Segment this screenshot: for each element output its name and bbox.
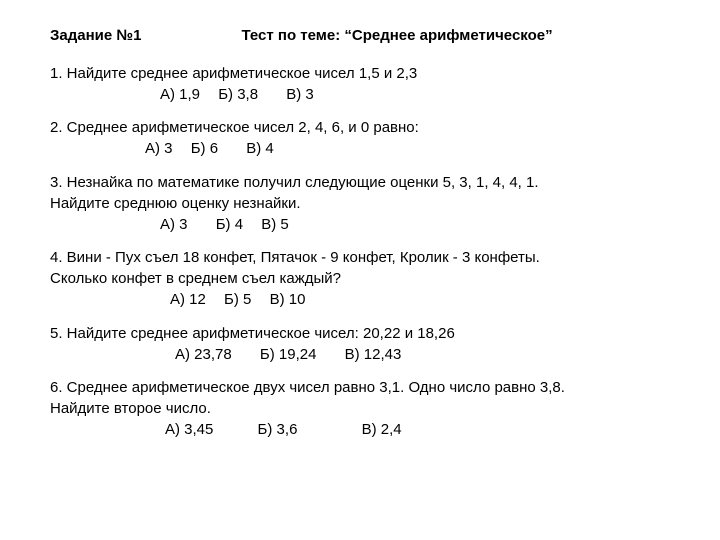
q2-answers: А) 3 Б) 6 В) 4: [50, 139, 670, 159]
q1-opt-c: В) 3: [286, 86, 314, 103]
q6-opt-b: Б) 3,6: [258, 421, 358, 438]
q5-opt-a: А) 23,78: [175, 346, 256, 363]
q5-opt-c: В) 12,43: [345, 346, 402, 363]
q3-answers: А) 3 Б) 4 В) 5: [50, 215, 670, 235]
test-title: Тест по теме: “Среднее арифметическое”: [241, 26, 552, 46]
header-spacer: [141, 26, 241, 46]
q1-answers: А) 1,9 Б) 3,8 В) 3: [50, 85, 670, 105]
q3-opt-b: Б) 4: [216, 216, 257, 233]
q4-line1: 4. Вини - Пух съел 18 конфет, Пятачок - …: [50, 248, 670, 268]
q2-opt-b: Б) 6: [191, 140, 242, 157]
question-4: 4. Вини - Пух съел 18 конфет, Пятачок - …: [50, 248, 670, 309]
q3-line2: Найдите среднюю оценку незнайки.: [50, 194, 670, 214]
question-1: 1. Найдите среднее арифметическое чисел …: [50, 64, 670, 105]
q5-text: 5. Найдите среднее арифметическое чисел:…: [50, 324, 670, 344]
q1-opt-a: А) 1,9: [160, 86, 214, 103]
q1-opt-b: Б) 3,8: [218, 86, 282, 103]
q4-answers: А) 12 Б) 5 В) 10: [50, 290, 670, 310]
q5-opt-b: Б) 19,24: [260, 346, 341, 363]
q2-opt-c: В) 4: [246, 140, 274, 157]
question-3: 3. Незнайка по математике получил следую…: [50, 173, 670, 234]
q5-answers: А) 23,78 Б) 19,24 В) 12,43: [50, 345, 670, 365]
q6-answers: А) 3,45 Б) 3,6 В) 2,4: [50, 420, 670, 440]
q3-line1: 3. Незнайка по математике получил следую…: [50, 173, 670, 193]
q2-opt-a: А) 3: [145, 140, 187, 157]
q3-opt-a: А) 3: [160, 216, 212, 233]
q6-line1: 6. Среднее арифметическое двух чисел рав…: [50, 378, 670, 398]
q6-line2: Найдите второе число.: [50, 399, 670, 419]
q4-line2: Сколько конфет в среднем съел каждый?: [50, 269, 670, 289]
question-5: 5. Найдите среднее арифметическое чисел:…: [50, 324, 670, 365]
q4-opt-b: Б) 5: [224, 291, 265, 308]
q6-opt-a: А) 3,45: [165, 421, 253, 438]
q1-text: 1. Найдите среднее арифметическое чисел …: [50, 64, 670, 84]
q2-text: 2. Среднее арифметическое чисел 2, 4, 6,…: [50, 118, 670, 138]
q4-opt-c: В) 10: [270, 291, 306, 308]
q4-opt-a: А) 12: [170, 291, 220, 308]
header: Задание №1 Тест по теме: “Среднее арифме…: [50, 26, 670, 46]
question-2: 2. Среднее арифметическое чисел 2, 4, 6,…: [50, 118, 670, 159]
q3-opt-c: В) 5: [261, 216, 289, 233]
question-6: 6. Среднее арифметическое двух чисел рав…: [50, 378, 670, 439]
task-number: Задание №1: [50, 26, 141, 46]
q6-opt-c: В) 2,4: [362, 421, 402, 438]
